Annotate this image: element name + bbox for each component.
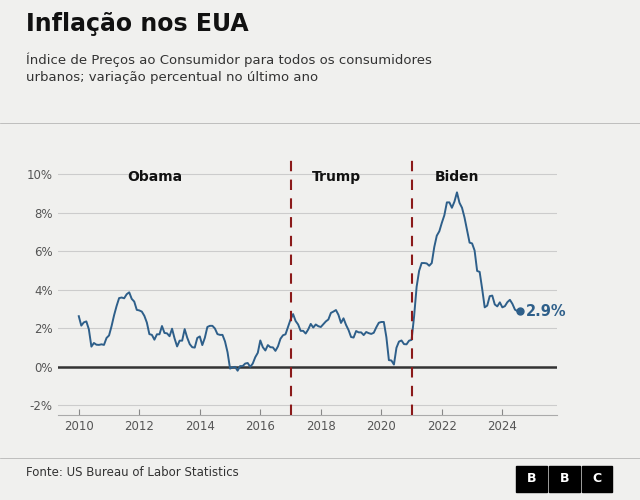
Text: Índice de Preços ao Consumidor para todos os consumidores
urbanos; variação perc: Índice de Preços ao Consumidor para todo… [26,52,431,84]
Text: Obama: Obama [127,170,182,184]
Text: Trump: Trump [312,170,360,184]
Text: B: B [527,472,536,486]
Text: 2.9%: 2.9% [525,304,566,318]
Text: Biden: Biden [435,170,479,184]
Text: C: C [593,472,602,486]
Text: B: B [560,472,569,486]
Text: Fonte: US Bureau of Labor Statistics: Fonte: US Bureau of Labor Statistics [26,466,238,479]
Text: Inflação nos EUA: Inflação nos EUA [26,12,248,36]
